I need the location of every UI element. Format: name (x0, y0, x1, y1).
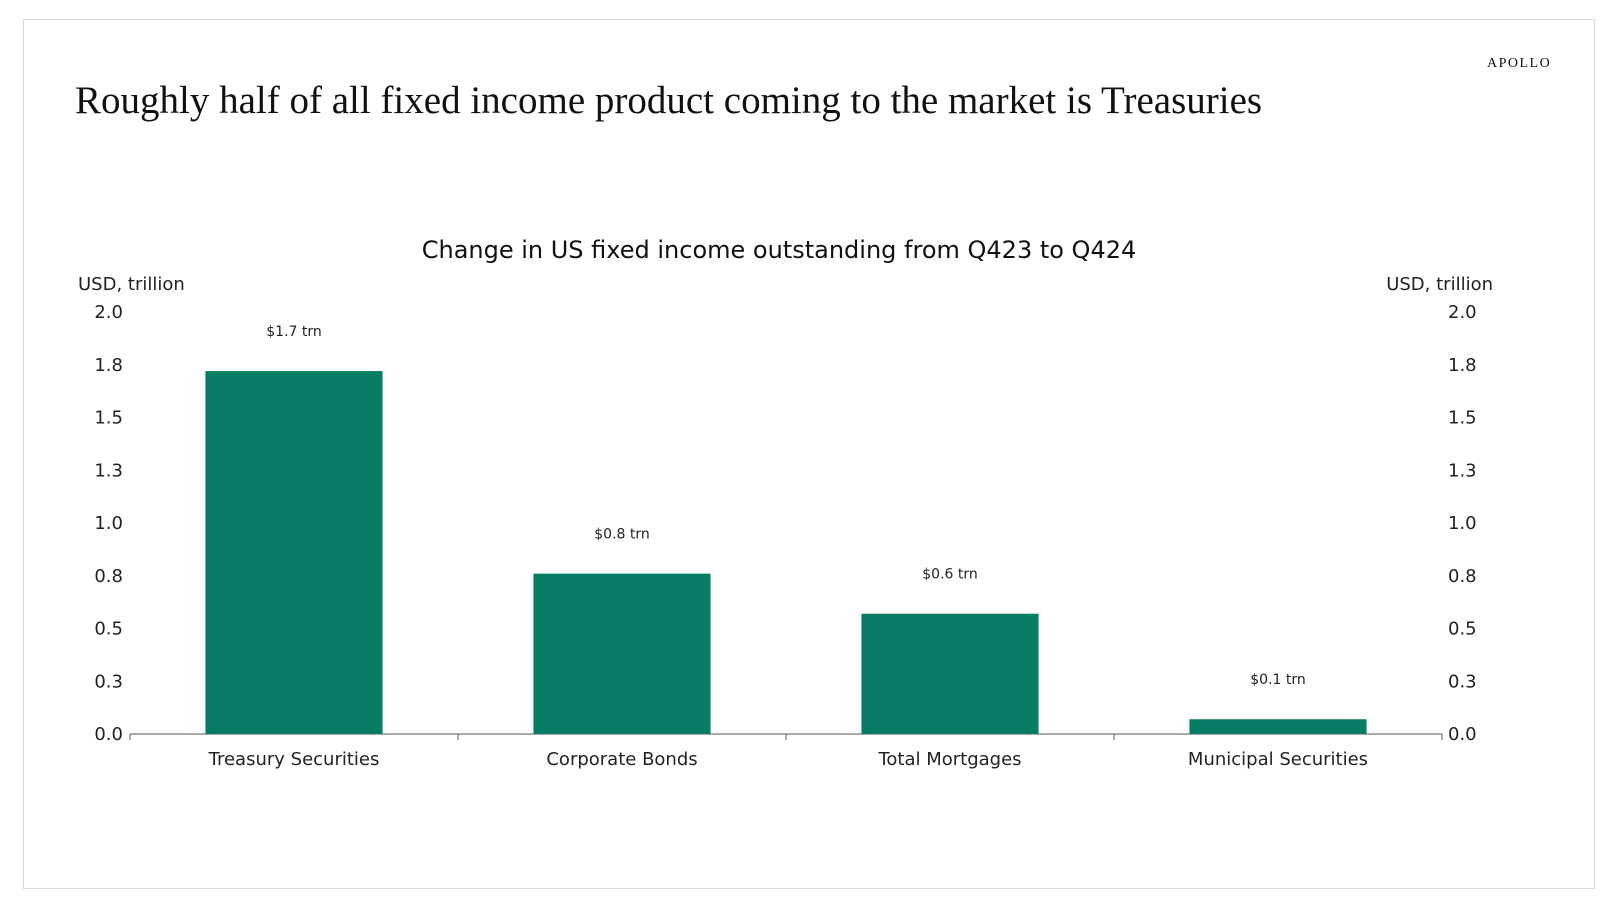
brand-logo-text: APOLLO (1487, 56, 1552, 71)
page-headline: Roughly half of all fixed income product… (75, 79, 1263, 122)
bar-data-label: $0.8 trn (594, 527, 650, 543)
right-y-tick-label: 1.5 (1448, 408, 1477, 429)
right-y-tick-label: 1.3 (1448, 460, 1477, 481)
left-y-tick-label: 1.8 (94, 355, 123, 376)
right-y-tick-label: 0.3 (1448, 671, 1477, 692)
bar (1189, 719, 1367, 734)
left-y-tick-label: 0.5 (94, 619, 123, 640)
left-y-tick-label: 0.0 (94, 724, 123, 745)
x-category-label: Treasury Securities (208, 749, 380, 770)
bar (533, 573, 711, 734)
right-axis-unit: USD, trillion (1386, 274, 1493, 295)
left-axis-unit: USD, trillion (78, 274, 185, 295)
right-y-tick-label: 0.0 (1448, 724, 1477, 745)
bar-data-label: $0.1 trn (1250, 672, 1306, 688)
x-category-label: Total Mortgages (877, 749, 1021, 770)
left-y-tick-label: 0.8 (94, 566, 123, 587)
right-y-tick-label: 0.5 (1448, 619, 1477, 640)
x-category-label: Municipal Securities (1188, 749, 1368, 770)
left-y-tick-label: 1.3 (94, 460, 123, 481)
bar-data-label: $0.6 trn (922, 567, 978, 583)
right-y-axis: 0.0 0.3 0.5 0.8 1.0 1.3 1.5 1.8 2.0 (1448, 302, 1477, 745)
chart-title: Change in US fixed income outstanding fr… (422, 236, 1137, 264)
right-y-tick-label: 1.8 (1448, 355, 1477, 376)
left-y-axis: 0.0 0.3 0.5 0.8 1.0 1.3 1.5 1.8 2.0 (94, 302, 123, 745)
bar (861, 613, 1039, 734)
bars: $1.7 trn $0.8 trn $0.6 trn $0.1 trn (205, 324, 1367, 734)
x-axis: Treasury Securities Corporate Bonds Total … (129, 733, 1443, 770)
right-y-tick-label: 1.0 (1448, 513, 1477, 534)
bar (205, 371, 383, 734)
right-y-tick-label: 2.0 (1448, 302, 1477, 323)
left-y-tick-label: 1.0 (94, 513, 123, 534)
bar-data-label: $1.7 trn (266, 324, 322, 340)
right-y-tick-label: 0.8 (1448, 566, 1477, 587)
left-y-tick-label: 0.3 (94, 671, 123, 692)
left-y-tick-label: 2.0 (94, 302, 123, 323)
left-y-tick-label: 1.5 (94, 408, 123, 429)
x-category-label: Corporate Bonds (546, 749, 697, 770)
